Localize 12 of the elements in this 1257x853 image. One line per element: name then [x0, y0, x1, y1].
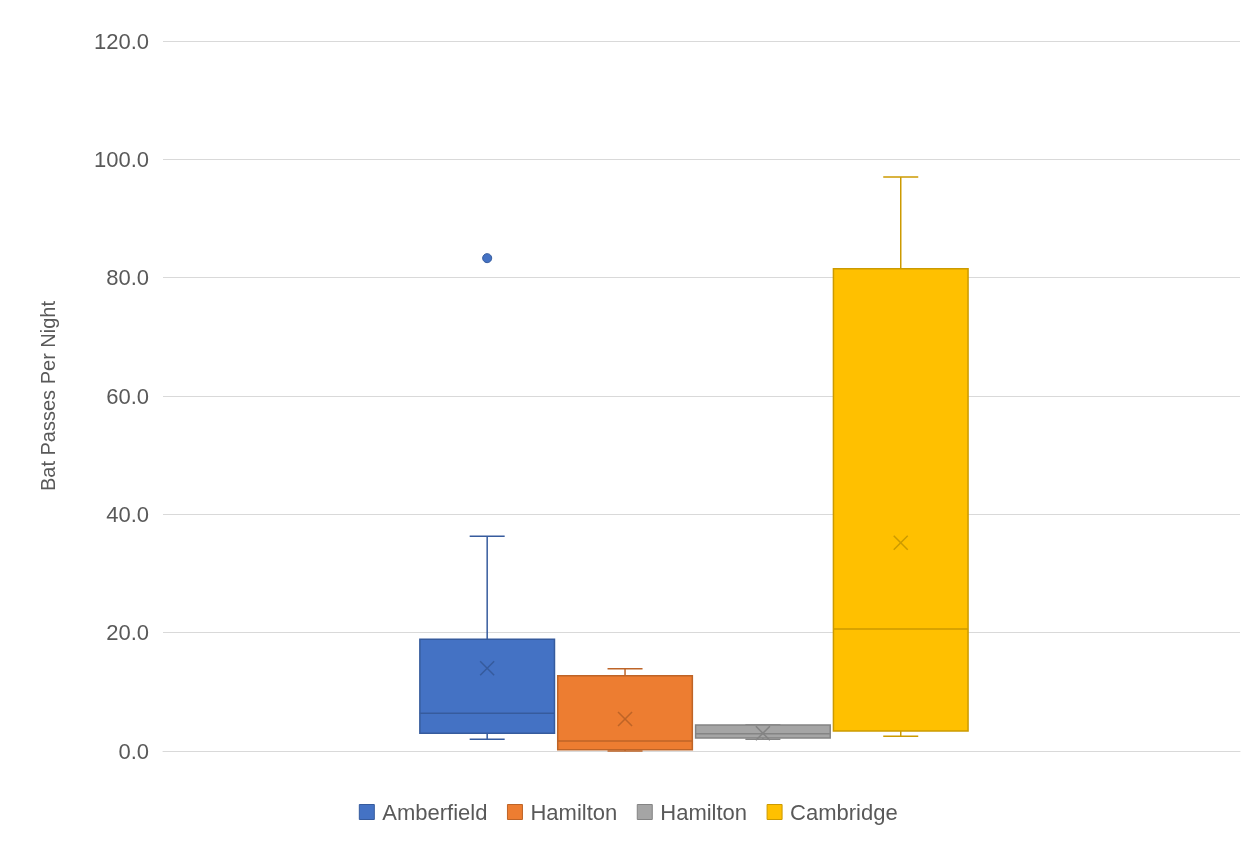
y-tick-label: 0.0 — [118, 738, 149, 764]
y-tick-label: 60.0 — [106, 383, 149, 409]
legend-label: Cambridge — [790, 799, 898, 825]
legend-label: Hamilton — [530, 799, 618, 825]
y-tick-label: 100.0 — [93, 146, 149, 172]
y-tick-label: 80.0 — [106, 265, 149, 291]
legend-label: Hamilton — [660, 799, 748, 825]
y-axis-title: Bat Passes Per Night — [37, 300, 59, 492]
y-tick-label: 40.0 — [106, 501, 149, 527]
y-tick-label: 20.0 — [106, 620, 149, 646]
y-tick-label: 120.0 — [93, 28, 149, 54]
legend-label: Amberfield — [382, 799, 488, 825]
